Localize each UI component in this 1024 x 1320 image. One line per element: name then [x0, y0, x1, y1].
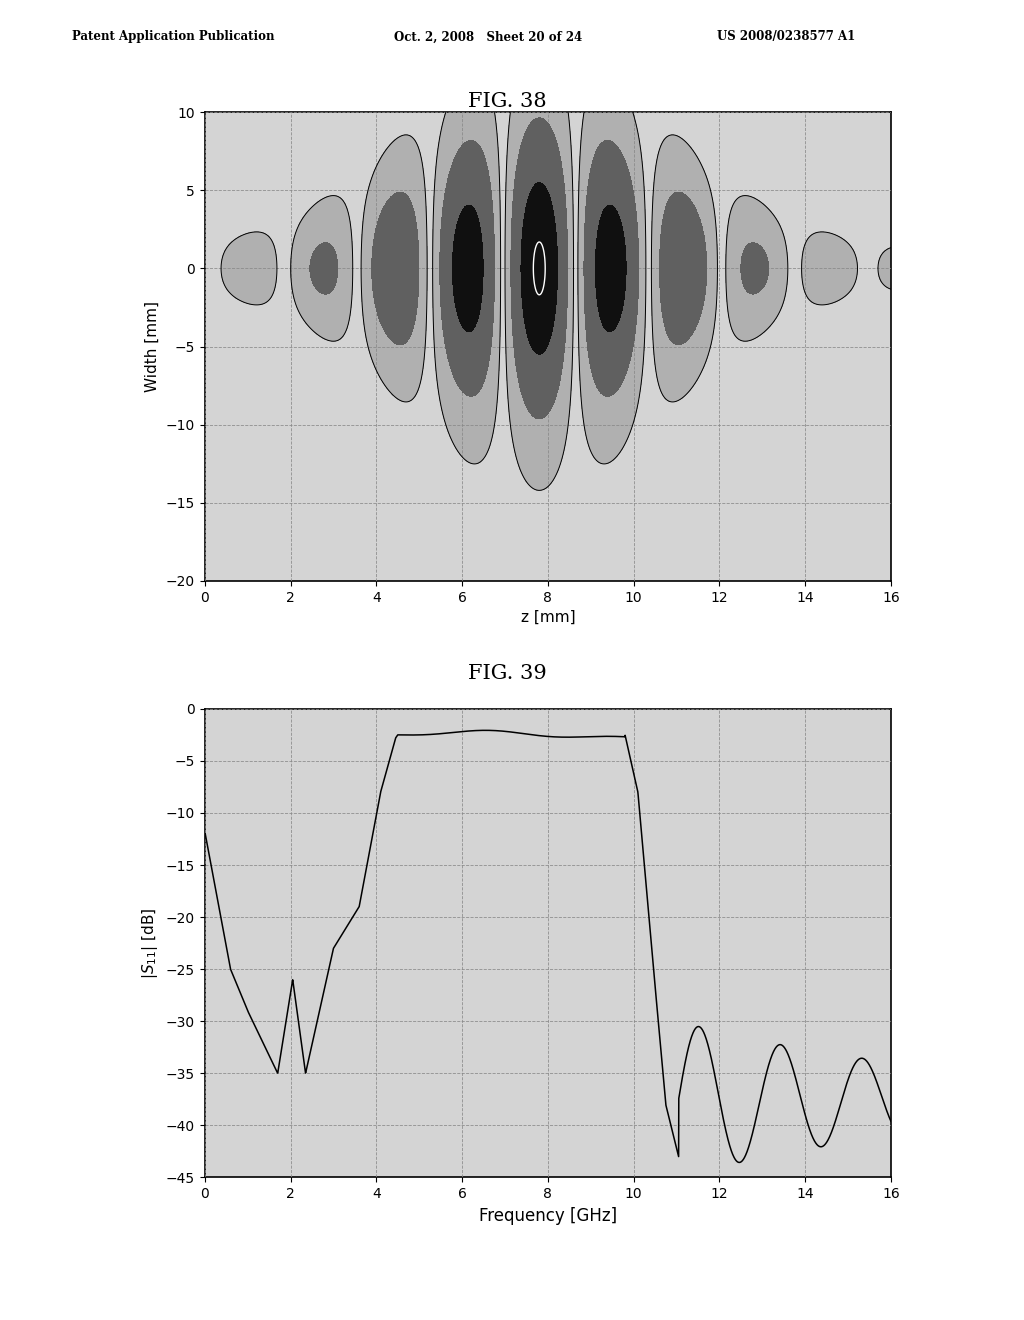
Y-axis label: $|S_{11}|$ [dB]: $|S_{11}|$ [dB]: [140, 907, 161, 979]
Text: Patent Application Publication: Patent Application Publication: [72, 30, 274, 44]
Y-axis label: Width [mm]: Width [mm]: [145, 301, 161, 392]
Text: FIG. 39: FIG. 39: [468, 664, 546, 682]
Text: Oct. 2, 2008   Sheet 20 of 24: Oct. 2, 2008 Sheet 20 of 24: [394, 30, 583, 44]
Text: FIG. 38: FIG. 38: [468, 92, 546, 111]
X-axis label: z [mm]: z [mm]: [520, 610, 575, 626]
Text: US 2008/0238577 A1: US 2008/0238577 A1: [717, 30, 855, 44]
X-axis label: Frequency [GHz]: Frequency [GHz]: [479, 1206, 616, 1225]
